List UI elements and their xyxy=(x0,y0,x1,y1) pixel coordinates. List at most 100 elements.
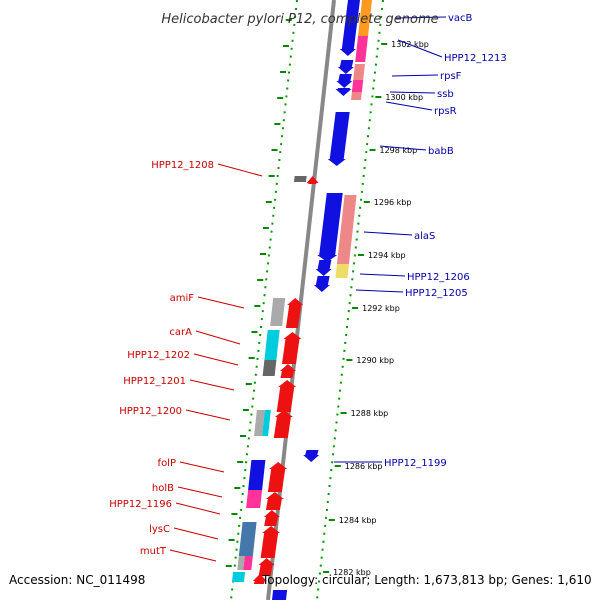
cog-band xyxy=(237,556,245,570)
leader-line xyxy=(217,163,263,177)
reverse-gene-folP xyxy=(267,462,288,492)
cog-band xyxy=(355,36,369,62)
cog-band xyxy=(231,572,246,582)
leader-line xyxy=(185,409,231,421)
cog-band xyxy=(358,18,371,36)
leader-line xyxy=(389,91,436,94)
reverse-gene-label: HPP12_1200 xyxy=(119,406,182,417)
forward-gene-HPP12_1199 xyxy=(303,450,320,462)
reverse-gene-HPP12_1208 xyxy=(306,176,319,184)
gene-features xyxy=(231,0,372,600)
cog-band xyxy=(238,522,257,556)
reverse-gene-label: amiF xyxy=(170,293,195,304)
reverse-gene-label: HPP12_1208 xyxy=(151,160,214,171)
reverse-gene-label: holB xyxy=(152,483,174,494)
cog-band xyxy=(248,460,266,490)
leader-line xyxy=(193,353,239,366)
reverse-gene-HPP12_1201 xyxy=(276,380,297,412)
cog-band xyxy=(264,330,280,360)
reverse-gene-label: lysC xyxy=(149,524,170,535)
scale-label: 1300 kbp xyxy=(385,93,423,102)
forward-gene-label: vacB xyxy=(448,13,473,24)
map-title: Helicobacter pylori P12, complete genome xyxy=(161,12,438,27)
reverse-guide-line xyxy=(230,0,298,600)
leader-line xyxy=(379,145,427,151)
forward-gene-rpsF xyxy=(336,74,353,88)
genome-summary-text: Topology: circular; Length: 1,673,813 bp… xyxy=(262,573,592,587)
forward-gene-label: alaS xyxy=(414,231,435,242)
accession-text: Accession: NC_011498 xyxy=(9,573,146,587)
forward-gene-babB xyxy=(327,112,350,166)
scale-label: 1282 kbp xyxy=(333,568,371,577)
forward-gene-label: babB xyxy=(428,146,454,157)
cog-band xyxy=(293,176,307,182)
cog-band xyxy=(353,64,365,80)
scale-label: 1288 kbp xyxy=(351,409,389,418)
forward-gene-label: HPP12_1199 xyxy=(384,458,447,469)
scale-label: 1296 kbp xyxy=(374,198,412,207)
forward-gene-label: rpsR xyxy=(434,106,457,117)
reverse-gene-HPP12_1202 xyxy=(279,364,296,378)
reverse-gene-label: mutT xyxy=(140,546,167,557)
cog-band xyxy=(262,360,277,376)
scale-label: 1286 kbp xyxy=(345,462,383,471)
reverse-gene-mutT xyxy=(258,558,275,576)
forward-gene-HPP12_1206 xyxy=(315,260,332,276)
forward-gene-vacB xyxy=(339,0,360,56)
cog-band xyxy=(360,0,372,18)
scale-label: 1294 kbp xyxy=(368,251,406,260)
cog-band xyxy=(335,264,349,278)
forward-gene-label: HPP12_1206 xyxy=(407,272,470,283)
reverse-gene-HPP12_1196 xyxy=(263,510,280,526)
cog-band xyxy=(254,410,265,436)
leader-line xyxy=(397,39,443,58)
forward-gene-label: HPP12_1205 xyxy=(405,288,468,299)
reverse-gene-label: HPP12_1201 xyxy=(123,376,186,387)
forward-gene-ssb xyxy=(335,88,352,96)
cog-band xyxy=(351,80,364,92)
leader-line xyxy=(385,101,433,111)
leader-line xyxy=(177,486,223,498)
leader-line xyxy=(169,549,217,562)
scale-label: 1284 kbp xyxy=(339,516,377,525)
cog-band xyxy=(270,298,286,326)
leader-line xyxy=(175,502,221,515)
cog-band xyxy=(246,490,263,508)
leader-line xyxy=(173,527,219,540)
leader-line xyxy=(363,231,413,236)
leader-line xyxy=(189,379,235,391)
leader-line xyxy=(359,273,406,277)
reverse-gene-label: HPP12_1202 xyxy=(127,350,190,361)
leader-line xyxy=(195,330,241,345)
reverse-gene-label: carA xyxy=(169,327,192,338)
leader-line xyxy=(355,289,404,293)
leader-line xyxy=(395,16,447,19)
leader-line xyxy=(179,461,225,473)
gene-labels: vacB HPP12_1213 rpsF ssb rpsR babB alaS HPP12_1… xyxy=(109,13,507,562)
reverse-gene-lysC xyxy=(260,526,281,558)
reverse-gene-HPP12_1200 xyxy=(273,410,293,438)
reverse-gene-label: folP xyxy=(158,458,176,469)
cog-band xyxy=(243,556,253,570)
forward-gene-HPP12_1205 xyxy=(313,276,330,292)
forward-gene-label: ssb xyxy=(437,89,454,100)
leader-line xyxy=(391,74,439,77)
reverse-gene-amiF xyxy=(285,298,304,328)
reverse-gene-carA xyxy=(281,332,302,364)
scale-label: 1298 kbp xyxy=(380,146,418,155)
forward-gene-HPP12_1213 xyxy=(337,60,354,74)
reverse-gene-holB xyxy=(265,492,284,510)
cog-band xyxy=(272,590,288,600)
reverse-gene xyxy=(252,574,267,584)
forward-gene-alaS xyxy=(317,193,343,262)
cog-band xyxy=(262,410,271,436)
forward-gene-label: HPP12_1213 xyxy=(444,53,507,64)
reverse-gene-label: HPP12_1196 xyxy=(109,499,172,510)
scale-label: 1292 kbp xyxy=(362,304,400,313)
cog-band xyxy=(351,92,362,100)
cog-band xyxy=(336,195,357,264)
forward-gene-label: rpsF xyxy=(440,71,462,82)
leader-line xyxy=(197,296,245,309)
